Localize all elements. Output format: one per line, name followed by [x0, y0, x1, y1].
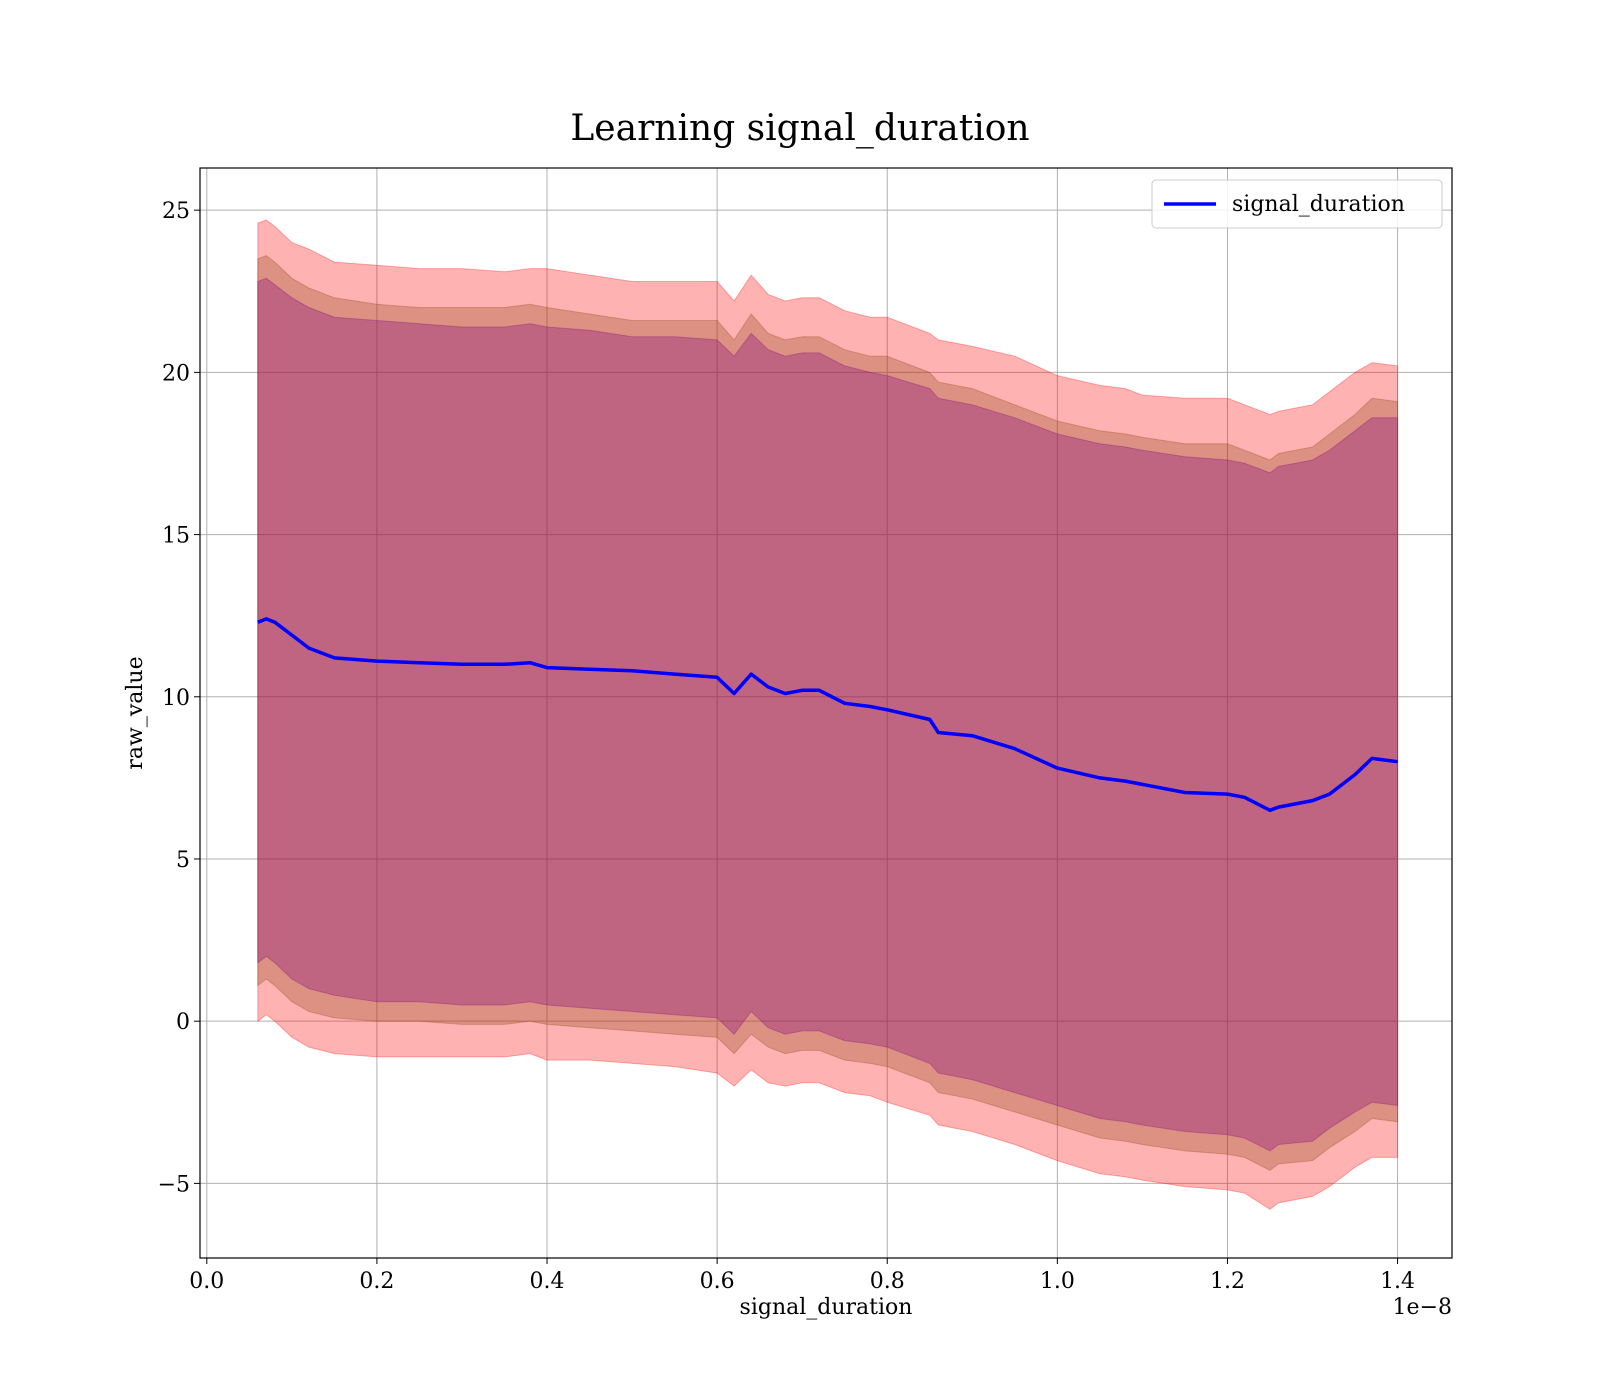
y-tick-label: 20	[162, 361, 190, 386]
x-tick-label: 0.2	[359, 1269, 394, 1294]
x-tick-label: 1.4	[1380, 1269, 1415, 1294]
x-tick-label: 1.2	[1210, 1269, 1245, 1294]
legend: signal_duration	[1151, 179, 1443, 229]
y-tick-label: 5	[176, 848, 190, 873]
y-axis-label: raw_value	[123, 656, 148, 769]
confidence-band-2	[257, 255, 1399, 1171]
y-tick-label: −5	[158, 1172, 190, 1197]
x-tick-label: 1.0	[1040, 1269, 1075, 1294]
legend-label-signal-duration: signal_duration	[1232, 192, 1405, 217]
legend-box	[1151, 179, 1443, 229]
confidence-bands	[257, 219, 1399, 1210]
y-axis-ticks: −5 0 5 10 15 20 25	[158, 199, 200, 1197]
x-axis-label: signal_duration	[740, 1295, 913, 1320]
y-tick-label: 25	[162, 199, 190, 224]
x-axis-offset-text: 1e−8	[1393, 1295, 1452, 1320]
grid	[200, 168, 1452, 1258]
confidence-band-1	[257, 219, 1399, 1210]
x-axis-ticks: 0.0 0.2 0.4 0.6 0.8 1.0 1.2 1.4	[189, 1258, 1415, 1294]
series-line-signal-duration	[257, 617, 1398, 813]
series-lines	[257, 617, 1398, 813]
chart-title: Learning signal_duration	[570, 108, 1029, 149]
x-tick-label: 0.8	[870, 1269, 905, 1294]
y-tick-label: 0	[176, 1010, 190, 1035]
y-tick-label: 10	[162, 686, 190, 711]
x-tick-label: 0.6	[700, 1269, 735, 1294]
y-tick-label: 15	[162, 524, 190, 549]
x-tick-label: 0.4	[530, 1269, 565, 1294]
x-tick-label: 0.0	[189, 1269, 224, 1294]
plot-frame	[199, 167, 1453, 1259]
confidence-band-3	[257, 277, 1399, 1152]
